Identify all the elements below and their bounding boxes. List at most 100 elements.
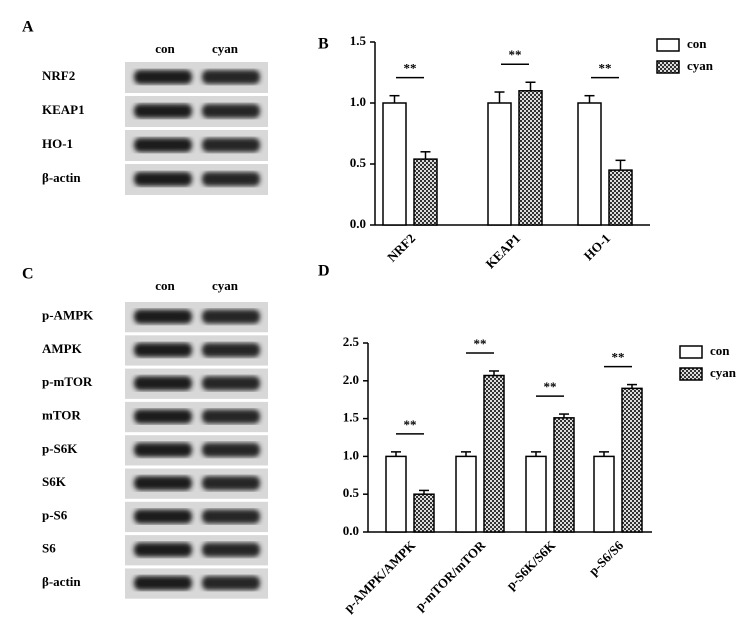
blot-band	[202, 376, 260, 391]
protein-label: HO-1	[42, 136, 73, 151]
protein-label: AMPK	[42, 341, 83, 356]
blot-band	[202, 476, 260, 491]
protein-label: KEAP1	[42, 102, 85, 117]
bar	[483, 374, 505, 533]
blot-band	[134, 104, 192, 118]
blot-band	[134, 509, 192, 524]
error-bar	[391, 451, 401, 457]
blot-band	[134, 376, 192, 391]
protein-label: S6	[42, 541, 56, 556]
error-bar	[525, 81, 536, 91]
blot-band	[134, 576, 192, 591]
legend-label: con	[687, 36, 707, 51]
significance: **	[509, 47, 522, 62]
legend-label: cyan	[687, 58, 714, 73]
protein-label: β-actin	[42, 170, 81, 185]
x-tick-label: HO-1	[581, 231, 614, 264]
panel-label: B	[318, 36, 329, 53]
lane-label: cyan	[212, 278, 239, 293]
legend-swatch	[656, 60, 680, 74]
significance: **	[599, 61, 612, 76]
error-bar	[627, 383, 637, 389]
blot-band	[202, 342, 260, 357]
bar	[525, 455, 547, 533]
blot-band	[134, 309, 192, 324]
y-tick-label: 0.0	[350, 216, 366, 231]
bar	[593, 455, 615, 533]
blot-band	[202, 576, 260, 591]
blot-band	[134, 476, 192, 491]
significance: **	[404, 417, 417, 432]
y-tick-label: 2.0	[343, 372, 359, 387]
significance: **	[612, 350, 625, 365]
blot-band	[134, 70, 192, 84]
x-tick-label: p-AMPK/AMPK	[341, 537, 419, 615]
y-tick-label: 0.5	[350, 155, 367, 170]
legend-swatch	[679, 345, 703, 359]
y-tick-label: 0.5	[343, 485, 360, 500]
bar	[455, 455, 477, 533]
x-tick-label: KEAP1	[482, 231, 523, 272]
blot-band	[202, 309, 260, 324]
x-tick-label: p-S6/S6	[585, 537, 626, 578]
blot-band	[202, 138, 260, 152]
blot-band	[202, 442, 260, 457]
x-tick-label: p-S6K/S6K	[503, 537, 559, 593]
error-bar	[494, 91, 505, 103]
protein-label: p-AMPK	[42, 308, 94, 323]
y-tick-label: 1.0	[343, 447, 359, 462]
protein-label: S6K	[42, 474, 67, 489]
x-tick-label: p-mTOR/mTOR	[412, 537, 489, 614]
blot-band	[202, 104, 260, 118]
bar	[621, 387, 643, 533]
blot-band	[202, 542, 260, 557]
panel-label: A	[22, 19, 34, 36]
bar	[382, 102, 407, 226]
panel-label: C	[22, 266, 34, 283]
protein-label: p-S6K	[42, 441, 78, 456]
blot-band	[134, 542, 192, 557]
error-bar	[389, 94, 400, 103]
significance: **	[474, 336, 487, 351]
protein-label: p-mTOR	[42, 374, 93, 389]
error-bar	[489, 370, 499, 376]
blot-band	[202, 70, 260, 84]
lane-label: con	[155, 41, 175, 56]
protein-label: p-S6	[42, 507, 68, 522]
blot-band	[134, 342, 192, 357]
blot-band	[202, 172, 260, 186]
error-bar	[420, 151, 431, 160]
y-tick-label: 1.0	[350, 94, 366, 109]
bar	[518, 90, 543, 226]
legend-swatch	[679, 367, 703, 381]
error-bar	[615, 159, 626, 171]
y-tick-label: 1.5	[343, 410, 360, 425]
y-tick-label: 1.5	[350, 33, 367, 48]
error-bar	[531, 451, 541, 457]
blot-band	[202, 509, 260, 524]
blot-band	[134, 172, 192, 186]
legend-swatch	[656, 38, 680, 52]
significance: **	[404, 61, 417, 76]
legend-label: cyan	[710, 365, 737, 380]
protein-label: mTOR	[42, 408, 81, 423]
error-bar	[461, 451, 471, 457]
bar	[608, 169, 633, 226]
y-tick-label: 2.5	[343, 334, 360, 349]
bar	[487, 102, 512, 226]
error-bar	[599, 451, 609, 457]
y-tick-label: 0.0	[343, 523, 359, 538]
significance: **	[544, 379, 557, 394]
bar	[413, 493, 435, 533]
blot-band	[202, 409, 260, 424]
legend-label: con	[710, 343, 730, 358]
protein-label: β-actin	[42, 574, 81, 589]
blot-band	[134, 409, 192, 424]
error-bar	[584, 94, 595, 103]
error-bar	[559, 413, 569, 418]
protein-label: NRF2	[42, 68, 75, 83]
bar	[553, 417, 575, 533]
x-tick-label: NRF2	[384, 231, 418, 265]
panel-label: D	[318, 263, 330, 280]
